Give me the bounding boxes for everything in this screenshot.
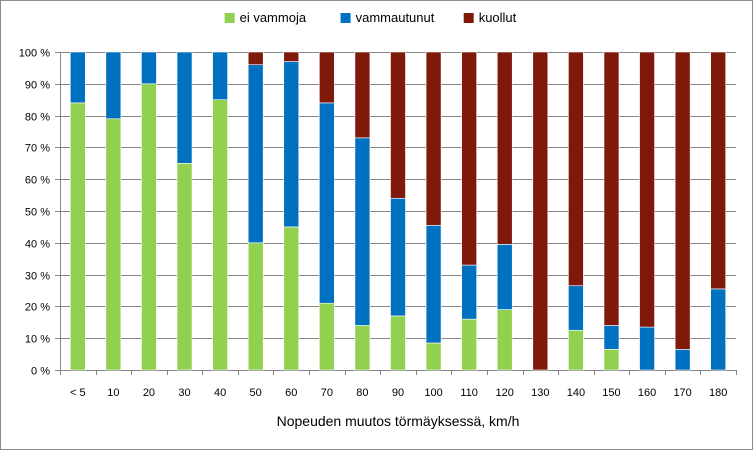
y-tick-label: 70 % [25,143,50,155]
bar-segment-kuollut [496,51,513,245]
x-tick-label: 40 [214,387,226,399]
bar-segment-kuollut [390,51,406,199]
bar-segment-ei-vammoja [212,99,228,371]
y-tick-label: 50 % [25,207,50,219]
bar-segment-ei-vammoja [69,102,86,371]
bar-segment-ei-vammoja [496,309,513,371]
bar-segment-kuollut [674,51,691,350]
x-tick-label: 120 [496,387,514,399]
bar-segment-vammautunut [212,51,228,101]
bar-segment-ei-vammoja [425,342,442,371]
bar-segment-vammautunut [283,61,300,228]
bar-segment-vammautunut [141,51,157,85]
x-tick-label: 30 [178,387,190,399]
bars [69,51,727,371]
bar-segment-vammautunut [710,288,727,371]
x-tick-label: 50 [250,387,262,399]
bar-segment-kuollut [639,51,655,328]
bar-segment-vammautunut [674,349,691,371]
bar-segment-ei-vammoja [603,349,620,371]
bar-segment-vammautunut [496,244,513,310]
y-tick-label: 10 % [25,334,50,346]
bar-segment-kuollut [247,51,264,66]
x-tick-label: 100 [424,387,442,399]
bar-segment-kuollut [603,51,620,326]
x-axis-title: Nopeuden muutos törmäyksessä, km/h [277,413,520,429]
bar-segment-vammautunut [319,102,335,304]
bar-segment-ei-vammoja [390,315,406,371]
bar-segment-kuollut [532,51,549,371]
x-tick-label: 110 [460,387,478,399]
bar-segment-ei-vammoja [176,163,193,371]
x-tick-label: 60 [285,387,297,399]
x-tick-label: 140 [567,387,585,399]
axes: 0 % 10 % 20 % 30 % 40 % 50 % 60 % 70 % 80 % 90 % 1… [19,48,737,399]
x-tick-label: 10 [107,387,119,399]
legend-label: ei vammoja [240,10,307,25]
bar-segment-ei-vammoja [568,329,584,371]
x-tick-label: 170 [673,387,691,399]
x-tick-label: < 5 [70,387,86,399]
bar-segment-vammautunut [603,325,620,350]
bar-segment-kuollut [425,51,442,226]
x-tick-label: 20 [143,387,155,399]
bar-segment-kuollut [283,51,300,62]
bar-segment-vammautunut [461,264,477,320]
y-tick-label: 80 % [25,112,50,124]
bar-segment-kuollut [461,51,477,266]
y-tick-label: 100 % [19,48,50,60]
legend-swatch [224,13,235,23]
bar-segment-vammautunut [247,64,264,244]
bar-segment-ei-vammoja [354,325,371,371]
x-tick-label: 180 [709,387,727,399]
legend-label: kuollut [479,10,517,25]
y-tick-label: 90 % [25,80,50,92]
bar-segment-vammautunut [425,225,442,344]
bar-segment-vammautunut [105,51,122,120]
bar-segment-vammautunut [176,51,193,164]
x-tick-label: 70 [321,387,333,399]
legend-swatch [340,13,351,23]
bar-segment-ei-vammoja [319,302,335,371]
bar-segment-ei-vammoja [141,83,157,371]
x-tick-label: 160 [638,387,656,399]
y-tick-label: 40 % [25,239,50,251]
bar-segment-vammautunut [354,137,371,326]
bar-segment-kuollut [568,51,584,287]
bar-segment-kuollut [319,51,335,104]
bar-segment-ei-vammoja [283,226,300,371]
legend-swatch [463,13,474,23]
y-tick-label: 60 % [25,175,50,187]
y-tick-label: 0 % [31,366,50,378]
x-tick-label: 90 [392,387,404,399]
x-tick-label: 130 [531,387,549,399]
bar-segment-kuollut [354,51,371,139]
bar-segment-kuollut [710,51,727,290]
bar-segment-ei-vammoja [461,318,477,371]
legend: ei vammoja vammautunut kuollut [224,10,517,25]
legend-label: vammautunut [356,10,435,25]
bar-segment-vammautunut [568,285,584,331]
bar-segment-ei-vammoja [105,118,122,371]
bar-segment-vammautunut [639,326,655,371]
bar-segment-vammautunut [390,197,406,317]
bar-segment-vammautunut [69,51,86,104]
y-tick-label: 30 % [25,271,50,283]
x-tick-label: 150 [602,387,620,399]
y-tick-label: 20 % [25,302,50,314]
bar-segment-ei-vammoja [247,242,264,371]
x-tick-label: 80 [356,387,368,399]
